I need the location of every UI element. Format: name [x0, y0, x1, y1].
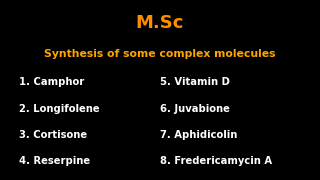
Text: 5. Vitamin D: 5. Vitamin D — [160, 77, 230, 87]
Text: 8. Fredericamycin A: 8. Fredericamycin A — [160, 156, 272, 166]
Text: 2. Longifolene: 2. Longifolene — [19, 103, 100, 114]
Text: 7. Aphidicolin: 7. Aphidicolin — [160, 130, 237, 140]
Text: 6. Juvabione: 6. Juvabione — [160, 103, 230, 114]
Text: 1. Camphor: 1. Camphor — [19, 77, 84, 87]
Text: 3. Cortisone: 3. Cortisone — [19, 130, 87, 140]
Text: Synthesis of some complex molecules: Synthesis of some complex molecules — [44, 49, 276, 59]
Text: 4. Reserpine: 4. Reserpine — [19, 156, 90, 166]
Text: M.Sc: M.Sc — [136, 14, 184, 32]
